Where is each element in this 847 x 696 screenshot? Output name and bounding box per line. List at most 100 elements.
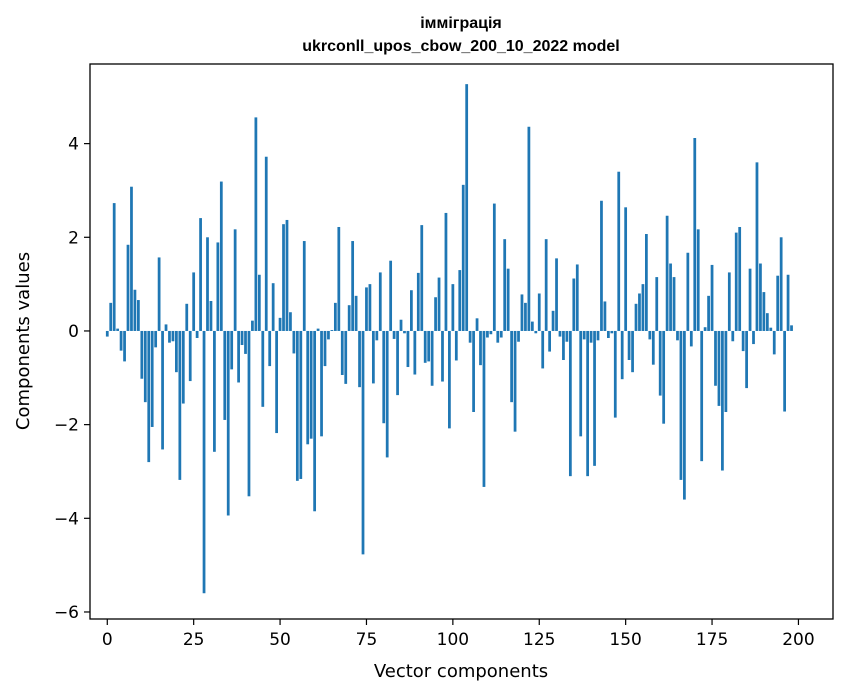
bar-76 — [368, 284, 372, 331]
bar-110 — [486, 330, 489, 338]
bar-142 — [596, 330, 600, 341]
bar-9 — [137, 300, 140, 331]
bar-42 — [251, 320, 254, 331]
bar-57 — [302, 241, 306, 331]
bar-150 — [624, 207, 628, 331]
bar-156 — [645, 234, 648, 331]
bar-14 — [154, 330, 158, 348]
bar-103 — [461, 184, 465, 331]
bar-7 — [130, 186, 133, 331]
bar-41 — [247, 330, 251, 497]
bar-17 — [164, 324, 168, 331]
bar-148 — [617, 171, 621, 331]
bar-189 — [759, 263, 762, 331]
bar-168 — [686, 252, 690, 331]
x-tick-label: 175 — [696, 630, 728, 650]
bar-36 — [230, 330, 234, 370]
bar-10 — [140, 330, 144, 379]
bar-160 — [658, 330, 662, 396]
bar-126 — [541, 330, 545, 369]
bar-28 — [202, 330, 206, 594]
bar-163 — [669, 263, 672, 331]
y-axis-ticks: −6 −4 −2 0 2 4 — [54, 135, 90, 623]
bar-15 — [157, 257, 161, 331]
bar-123 — [530, 321, 534, 331]
bar-50 — [278, 317, 282, 331]
bar-70 — [347, 305, 351, 331]
bar-158 — [651, 330, 655, 365]
bar-111 — [489, 330, 493, 335]
bar-63 — [323, 330, 327, 367]
bar-124 — [534, 330, 538, 334]
bar-13 — [150, 330, 154, 427]
bar-170 — [693, 138, 697, 331]
bar-159 — [655, 277, 659, 331]
bar-171 — [696, 229, 700, 331]
bar-68 — [340, 330, 344, 375]
bar-122 — [527, 126, 531, 331]
bar-8 — [133, 289, 137, 331]
bar-125 — [537, 293, 541, 331]
bar-84 — [396, 330, 399, 396]
bar-105 — [468, 330, 472, 343]
bar-21 — [178, 330, 182, 480]
y-tick-label: 2 — [68, 228, 79, 248]
bar-152 — [631, 330, 634, 373]
bar-30 — [209, 300, 213, 331]
bar-117 — [510, 330, 513, 403]
y-tick-label: −2 — [54, 416, 79, 436]
bar-190 — [762, 292, 766, 331]
bar-174 — [707, 295, 710, 331]
bar-187 — [752, 330, 755, 345]
bar-38 — [237, 330, 240, 383]
bar-43 — [254, 117, 258, 331]
bar-52 — [285, 219, 289, 331]
bar-140 — [589, 330, 593, 343]
bar-196 — [783, 330, 786, 412]
bar-181 — [731, 330, 735, 342]
bar-94 — [430, 330, 434, 386]
bar-101 — [454, 330, 458, 361]
bar-91 — [420, 225, 424, 331]
bar-144 — [603, 301, 607, 331]
y-tick-label: 4 — [68, 135, 79, 155]
bar-131 — [558, 330, 562, 337]
bar-128 — [548, 330, 551, 352]
x-axis-label: Vector components — [374, 661, 548, 682]
bar-92 — [423, 330, 427, 363]
bar-112 — [492, 203, 496, 331]
bar-185 — [745, 330, 748, 389]
bar-197 — [786, 274, 790, 331]
bar-81 — [385, 330, 389, 458]
bar-56 — [299, 330, 303, 479]
bar-89 — [413, 330, 417, 375]
bar-32 — [216, 242, 220, 331]
bar-62 — [320, 330, 323, 437]
bar-114 — [499, 330, 503, 338]
bar-77 — [371, 330, 375, 384]
bar-155 — [641, 284, 645, 331]
bar-5 — [123, 330, 126, 362]
bar-40 — [244, 330, 247, 354]
bar-1 — [109, 302, 113, 331]
chart-subtitle: ukrconll_upos_cbow_200_10_2022 model — [302, 38, 619, 55]
bar-141 — [593, 330, 596, 466]
bar-65 — [330, 330, 334, 331]
bar-59 — [309, 330, 313, 439]
bar-4 — [119, 330, 123, 351]
bar-175 — [710, 264, 714, 331]
x-tick-label: 0 — [102, 630, 113, 650]
bar-74 — [361, 330, 365, 555]
x-tick-label: 100 — [437, 630, 469, 650]
bar-66 — [333, 302, 337, 331]
bar-182 — [734, 232, 738, 331]
bar-198 — [790, 325, 793, 331]
bar-20 — [175, 330, 178, 373]
bar-53 — [289, 312, 292, 331]
bar-78 — [375, 330, 379, 341]
bar-135 — [572, 278, 576, 331]
bar-69 — [344, 330, 348, 384]
bar-98 — [444, 212, 448, 331]
bar-164 — [672, 277, 676, 331]
bar-188 — [755, 162, 759, 331]
